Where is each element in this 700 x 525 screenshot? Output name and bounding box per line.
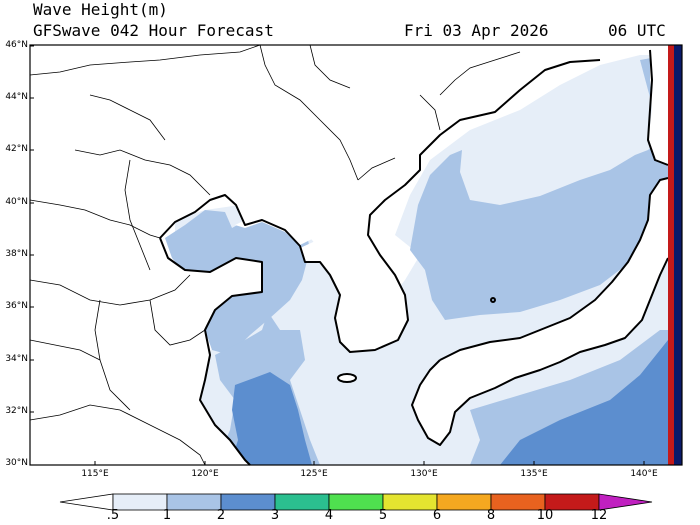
lat-label: 34°N [5, 354, 28, 364]
lat-label: 38°N [5, 249, 28, 259]
lat-label: 30°N [5, 458, 28, 468]
forecast-subtitle: GFSwave 042 Hour Forecast [33, 21, 274, 40]
sea-medium-japan-sea [410, 140, 668, 320]
coastlines [159, 49, 669, 466]
colorbar-label: .5 [106, 508, 120, 523]
valid-time: 06 UTC [608, 21, 666, 40]
valid-date: Fri 03 Apr 2026 [404, 21, 549, 40]
lat-label: 42°N [5, 144, 28, 154]
lon-label: 125°E [300, 469, 328, 479]
colorbar-label: 8 [486, 508, 496, 523]
colorbar-label: 3 [270, 508, 280, 523]
lat-label: 36°N [5, 301, 28, 311]
colorbar [59, 493, 653, 511]
lat-label: 40°N [5, 197, 28, 207]
lon-label: 115°E [81, 469, 109, 479]
map-title: Wave Height(m) [33, 0, 168, 19]
lon-label: 135°E [520, 469, 548, 479]
land-areas [30, 45, 668, 465]
lon-label: 140°E [630, 469, 658, 479]
colorbar-label: 5 [378, 508, 388, 523]
lat-label: 46°N [5, 40, 28, 50]
colorbar-label: 6 [432, 508, 442, 523]
colorbar-label: 2 [216, 508, 226, 523]
political-borders [29, 44, 521, 466]
sea-medium-bohai [165, 210, 310, 355]
lat-label: 44°N [5, 92, 28, 102]
axis-ticks [30, 45, 645, 465]
colorbar-label: 10 [536, 508, 554, 523]
land-korea [300, 150, 420, 352]
land-japan [412, 178, 668, 445]
sea-dark-pacific [500, 340, 668, 465]
colorbar-label: 4 [324, 508, 334, 523]
lat-label: 32°N [5, 406, 28, 416]
land-china [30, 45, 600, 465]
lon-label: 130°E [410, 469, 438, 479]
lon-label: 120°E [191, 469, 219, 479]
sea-dark-east-china-sea [230, 372, 312, 465]
colorbar-segment [598, 493, 653, 511]
colorbar-label: 1 [162, 508, 172, 523]
colorbar-label: 12 [590, 508, 608, 523]
